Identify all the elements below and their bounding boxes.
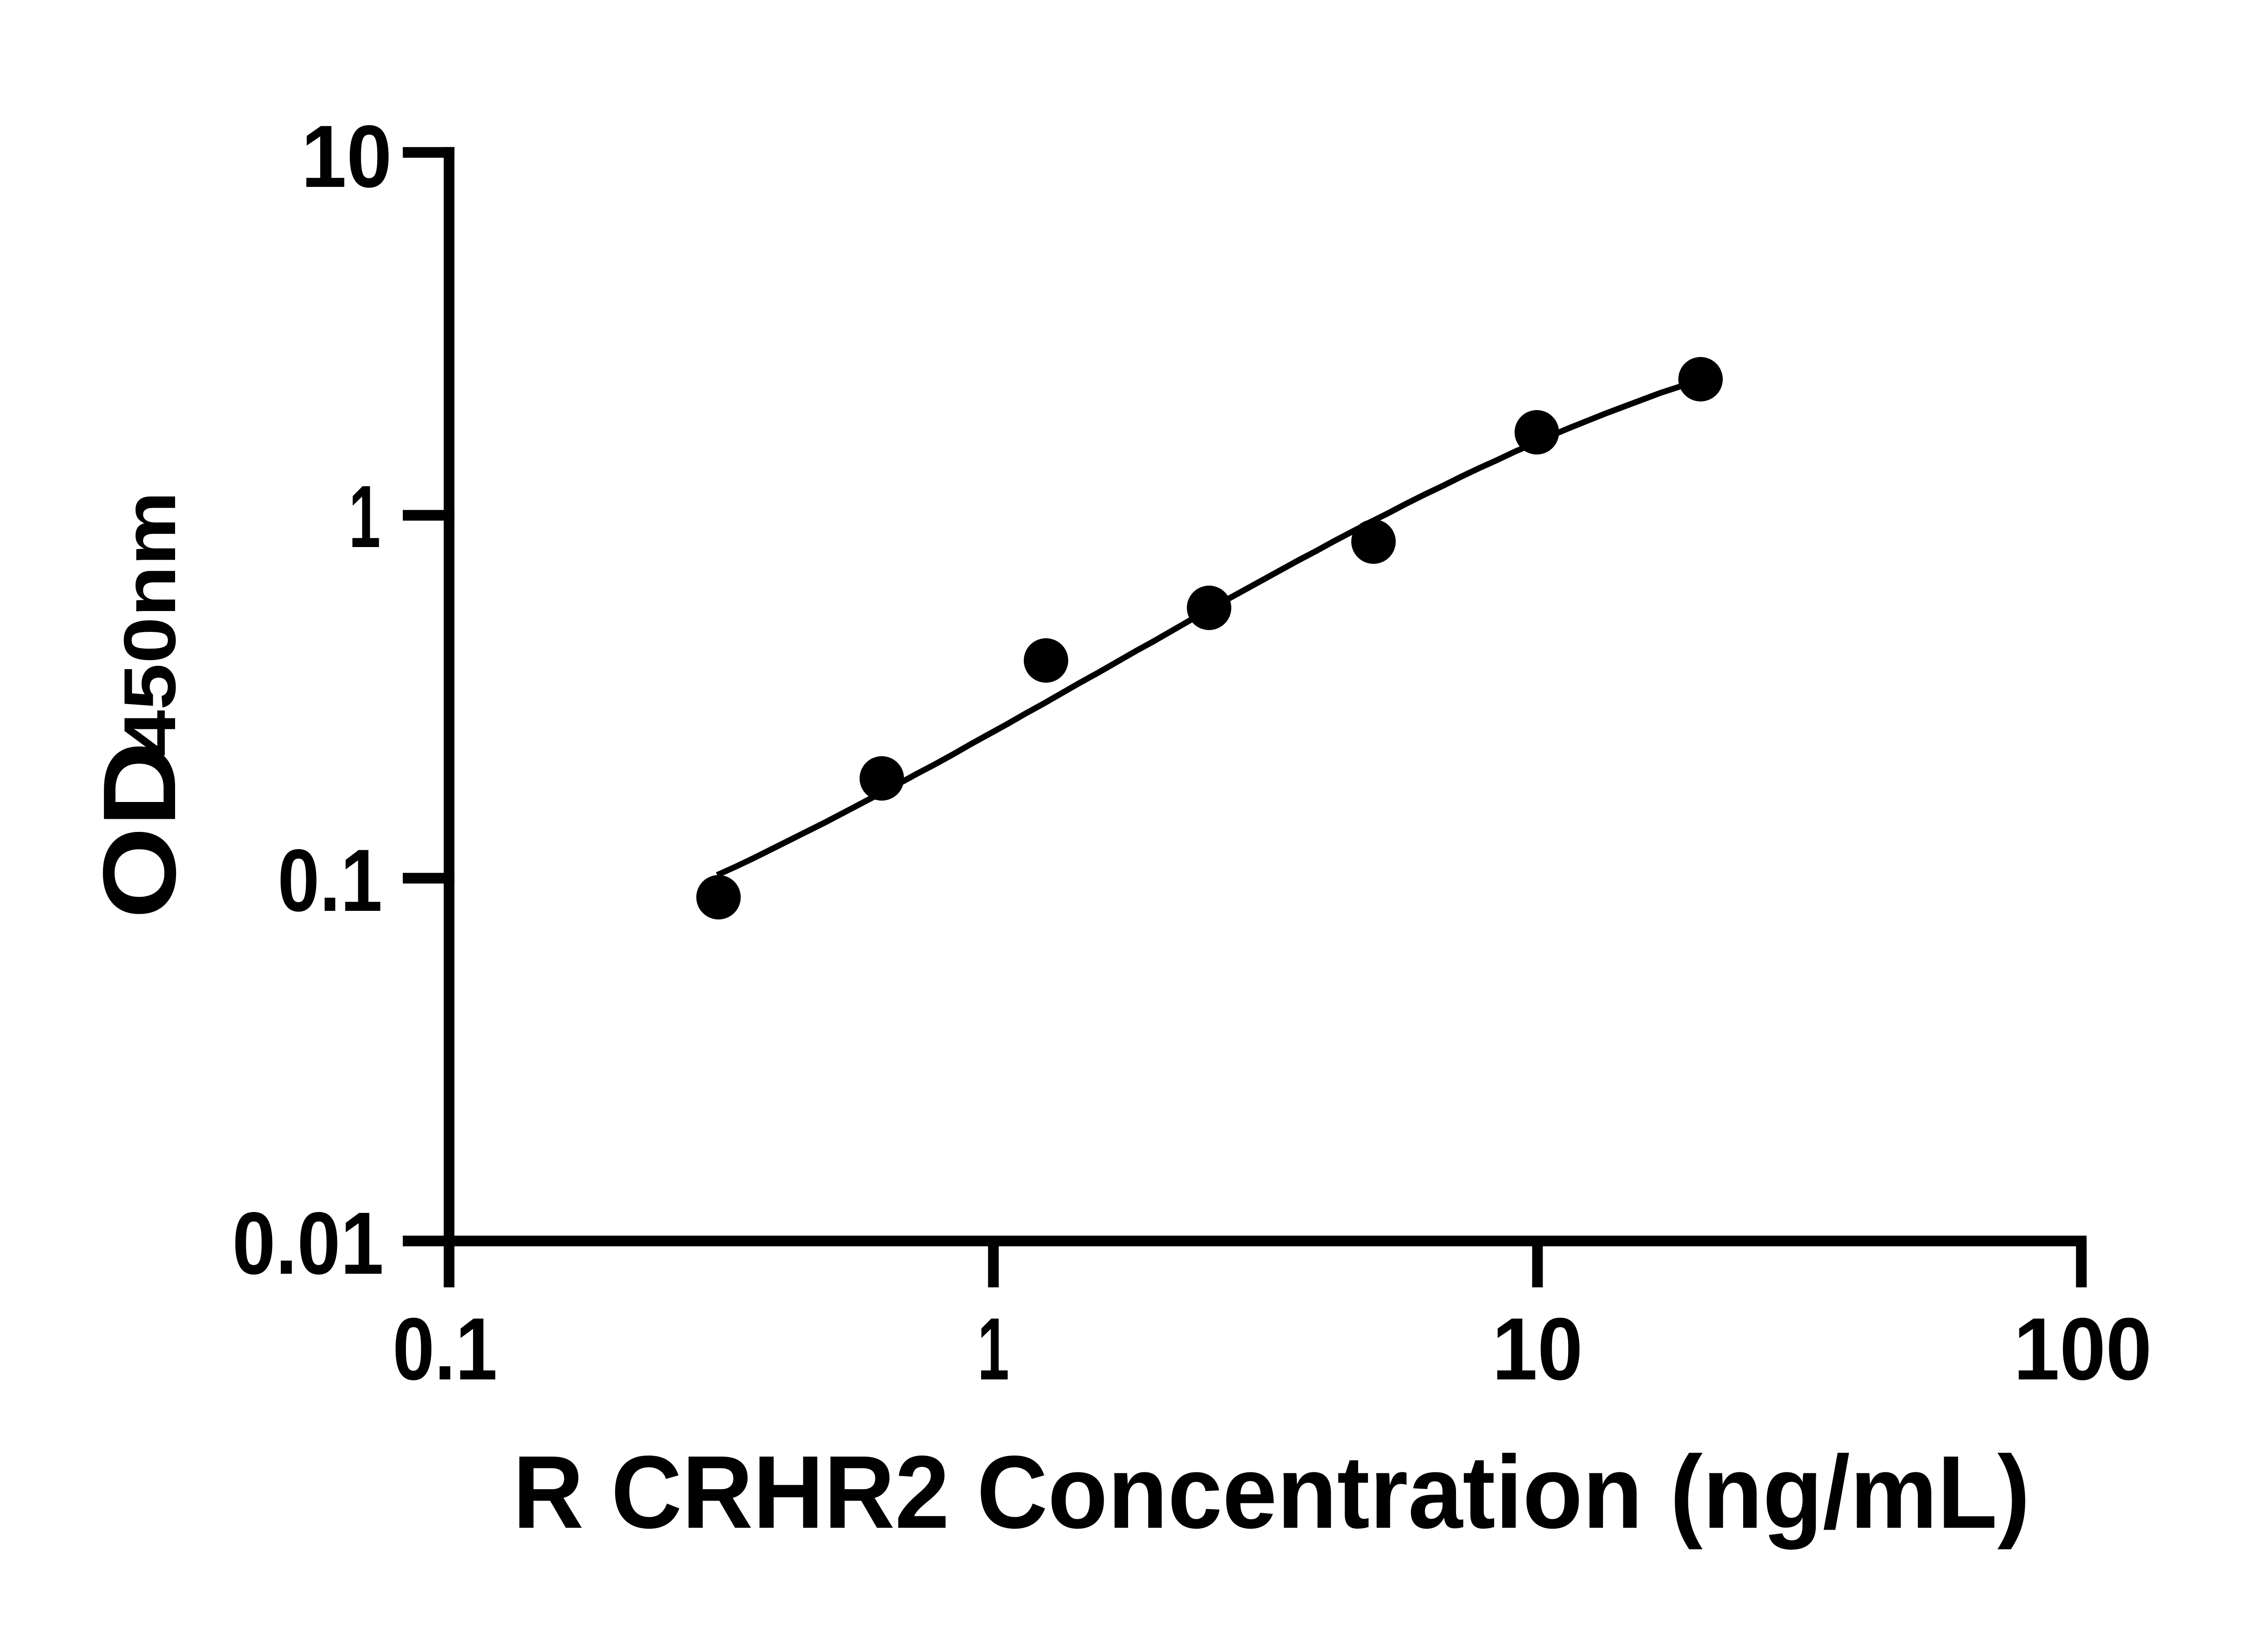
svg-text:R CRHR2 Concentration (ng/mL): R CRHR2 Concentration (ng/mL) xyxy=(513,1435,2030,1550)
svg-text:450nm: 450nm xyxy=(109,491,191,757)
svg-text:1: 1 xyxy=(349,467,381,566)
svg-text:100: 100 xyxy=(2014,1300,2152,1398)
svg-text:0.1: 0.1 xyxy=(393,1300,498,1398)
svg-text:OD: OD xyxy=(82,742,197,919)
svg-text:0.1: 0.1 xyxy=(278,831,382,930)
svg-text:0.01: 0.01 xyxy=(232,1194,384,1293)
svg-text:10: 10 xyxy=(301,107,392,206)
svg-text:1: 1 xyxy=(978,1300,1009,1398)
svg-text:10: 10 xyxy=(1492,1300,1583,1398)
